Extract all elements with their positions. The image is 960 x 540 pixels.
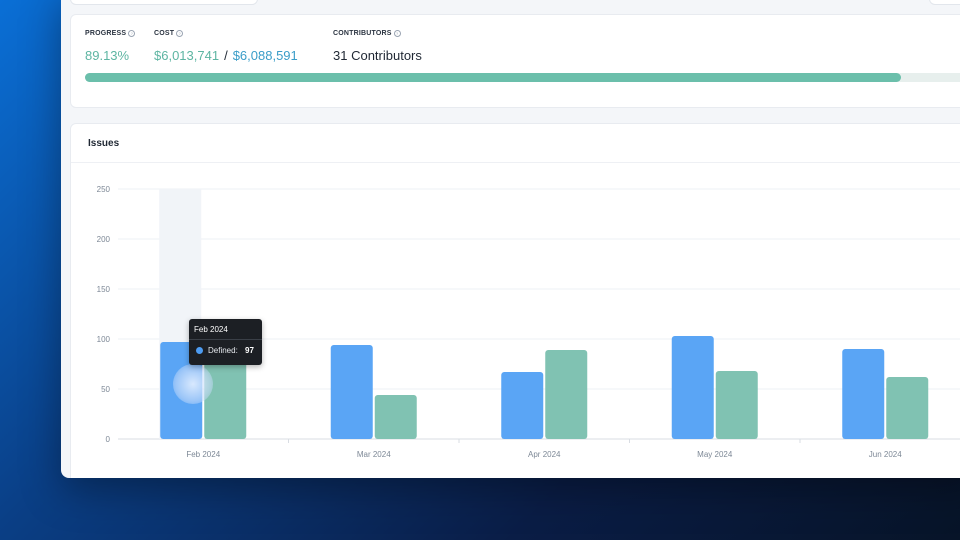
x-tick-label: Apr 2024 bbox=[528, 450, 561, 459]
bar bbox=[715, 371, 758, 439]
bar bbox=[330, 345, 373, 439]
progress-bar bbox=[85, 73, 960, 82]
issues-bar-chart: 0 50 100 150 200 250 Feb 2024 Mar 2024 Apr 2024 M… bbox=[97, 185, 960, 459]
contributors-value: 31 Contributors bbox=[333, 48, 422, 63]
y-tick-label: 150 bbox=[97, 285, 111, 294]
bar bbox=[374, 395, 417, 439]
issues-title: Issues bbox=[88, 138, 120, 149]
x-tick-label: Feb 2024 bbox=[186, 450, 220, 459]
series-color-dot bbox=[196, 347, 203, 354]
y-tick-label: 250 bbox=[97, 185, 111, 194]
cost-value: $6,013,741 / $6,088,591 bbox=[154, 48, 298, 63]
top-left-control[interactable] bbox=[70, 0, 258, 5]
info-icon[interactable]: ? bbox=[128, 30, 136, 37]
progress-bar-fill bbox=[85, 73, 902, 82]
bar bbox=[545, 350, 588, 439]
bar bbox=[842, 349, 885, 439]
info-icon[interactable]: ? bbox=[393, 30, 401, 37]
x-tick-label: Jun 2024 bbox=[869, 450, 902, 459]
progress-value: 89.13% bbox=[85, 48, 130, 63]
issues-card: Issues 0 50 100 150 200 250 Feb 2024 Mar 2024 Ap… bbox=[70, 123, 960, 478]
bar bbox=[501, 372, 544, 439]
cursor-highlight bbox=[173, 364, 213, 404]
cost-budget: $6,088,591 bbox=[232, 48, 298, 63]
divider bbox=[71, 162, 960, 163]
y-tick-label: 0 bbox=[106, 435, 111, 444]
progress-label: PROGRESS? bbox=[85, 30, 136, 37]
tooltip-value: 97 bbox=[245, 346, 254, 355]
x-tick-label: Mar 2024 bbox=[357, 450, 391, 459]
info-icon[interactable]: ? bbox=[176, 30, 184, 37]
tooltip-title: Feb 2024 bbox=[194, 325, 228, 334]
app-window: PROGRESS? 89.13% COST? $6,013,741 / $6,088… bbox=[61, 0, 960, 478]
tooltip-label: Defined: bbox=[208, 346, 238, 355]
bar bbox=[886, 377, 929, 439]
y-tick-label: 200 bbox=[97, 235, 111, 244]
cost-separator: / bbox=[224, 48, 228, 63]
contributors-label: CONTRIBUTORS? bbox=[333, 30, 401, 37]
y-tick-label: 50 bbox=[101, 385, 110, 394]
top-right-control[interactable] bbox=[929, 0, 960, 5]
cost-label: COST? bbox=[154, 30, 184, 37]
tooltip-divider bbox=[189, 339, 262, 340]
bar bbox=[671, 336, 714, 439]
x-tick-label: May 2024 bbox=[697, 450, 733, 459]
cost-spent: $6,013,741 bbox=[154, 48, 220, 63]
y-tick-label: 100 bbox=[97, 335, 111, 344]
project-stats-card: PROGRESS? 89.13% COST? $6,013,741 / $6,088… bbox=[70, 14, 960, 108]
chart-tooltip: Feb 2024 Defined: 97 bbox=[189, 319, 262, 365]
bar bbox=[204, 351, 247, 439]
